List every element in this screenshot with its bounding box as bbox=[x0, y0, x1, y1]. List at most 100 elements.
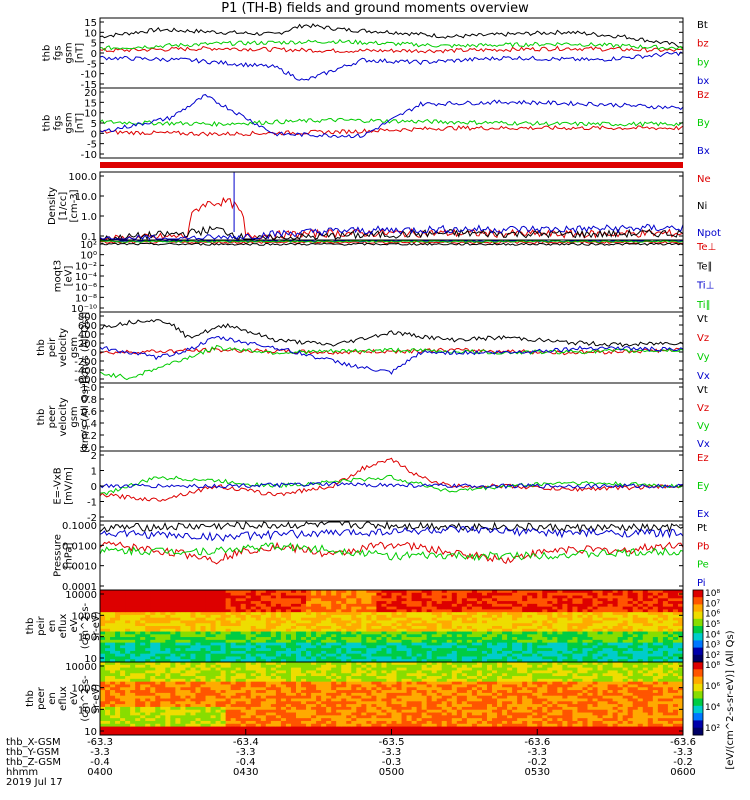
spectrogram-cell bbox=[416, 634, 423, 638]
spectrogram-cell bbox=[632, 592, 639, 597]
spectrogram-cell bbox=[617, 620, 624, 624]
spectrogram-cell bbox=[527, 603, 533, 608]
spectrogram-cell bbox=[130, 637, 136, 641]
spectrogram-cell bbox=[311, 701, 317, 705]
spectrogram-cell bbox=[652, 603, 659, 608]
spectrogram-cell bbox=[351, 590, 357, 594]
spectrogram-cell bbox=[180, 626, 186, 630]
spectrogram-cell bbox=[105, 718, 111, 722]
spectrogram-cell bbox=[210, 606, 217, 610]
spectrogram-cell bbox=[652, 650, 659, 655]
spectrogram-cell bbox=[215, 642, 222, 646]
spectrogram-cell bbox=[497, 592, 503, 597]
spectrogram-cell bbox=[351, 676, 357, 680]
spectrogram-cell bbox=[306, 673, 312, 677]
spectrogram-cell bbox=[667, 656, 674, 660]
spectrogram-cell bbox=[220, 639, 227, 644]
spectrogram-cell bbox=[145, 590, 151, 594]
spectrogram-cell bbox=[411, 720, 418, 725]
colorbar-tick-label: 10⁴ bbox=[705, 630, 720, 640]
spectrogram-cell bbox=[587, 650, 594, 655]
spectrogram-cell bbox=[527, 598, 533, 602]
spectrogram-cell bbox=[100, 645, 106, 649]
spectrogram-cell bbox=[627, 648, 634, 652]
spectrogram-cell bbox=[270, 642, 277, 646]
spectrogram-cell bbox=[446, 592, 453, 597]
spectrogram-cell bbox=[120, 590, 126, 594]
spectrogram-cell bbox=[667, 650, 674, 655]
spectrogram-cell bbox=[502, 653, 508, 657]
spectrogram-cell bbox=[270, 681, 277, 685]
spectrogram-cell bbox=[331, 617, 337, 621]
spectrogram-cell bbox=[280, 598, 287, 602]
y-tick-label: 20 bbox=[84, 88, 97, 99]
spectrogram-cell bbox=[115, 664, 121, 669]
spectrogram-cell bbox=[386, 617, 392, 621]
spectrogram-cell bbox=[632, 642, 639, 646]
spectrogram-cell bbox=[225, 678, 232, 683]
spectrogram-cell bbox=[200, 626, 207, 630]
spectrogram-cell bbox=[220, 601, 227, 605]
spectrogram-cell bbox=[537, 603, 543, 608]
spectrogram-cell bbox=[582, 609, 589, 613]
spectrogram-cell bbox=[361, 612, 367, 616]
spectrogram-cell bbox=[446, 590, 453, 594]
spectrogram-cell bbox=[537, 590, 543, 594]
spectrogram-cell bbox=[145, 631, 151, 635]
spectrogram-cell bbox=[120, 706, 126, 711]
spectrogram-cell bbox=[306, 720, 312, 725]
spectrogram-cell bbox=[326, 662, 332, 666]
spectrogram-cell bbox=[376, 667, 382, 671]
spectrogram-cell bbox=[376, 631, 382, 635]
y-tick-label: 5 bbox=[91, 39, 97, 50]
spectrogram-cell bbox=[150, 648, 156, 652]
spectrogram-cell bbox=[386, 706, 392, 711]
spectrogram-cell bbox=[416, 623, 423, 627]
spectrogram-cell bbox=[170, 673, 176, 677]
spectrogram-cell bbox=[552, 628, 558, 633]
spectrogram-cell bbox=[542, 648, 548, 652]
spectrogram-cell bbox=[356, 612, 362, 616]
spectrogram-cell bbox=[652, 598, 659, 602]
spectrogram-cell bbox=[260, 620, 267, 624]
spectrogram-cell bbox=[351, 606, 357, 610]
spectrogram-cell bbox=[175, 631, 181, 635]
spectrogram-cell bbox=[245, 678, 252, 683]
spectrogram-cell bbox=[195, 673, 202, 677]
spectrogram-cell bbox=[341, 676, 347, 680]
spectrogram-cell bbox=[617, 592, 624, 597]
spectrogram-cell bbox=[441, 592, 448, 597]
spectrogram-cell bbox=[351, 609, 357, 613]
spectrogram-cell bbox=[301, 718, 307, 722]
spectrogram-cell bbox=[306, 590, 312, 594]
spectrogram-cell bbox=[371, 631, 377, 635]
spectrogram-cell bbox=[331, 620, 337, 624]
spectrogram-cell bbox=[321, 634, 327, 638]
spectrogram-cell bbox=[140, 690, 146, 694]
spectrogram-cell bbox=[285, 673, 292, 677]
spectrogram-cell bbox=[260, 598, 267, 602]
spectrogram-cell bbox=[572, 606, 578, 610]
spectrogram-cell bbox=[547, 626, 553, 630]
spectrogram-cell bbox=[577, 639, 583, 644]
spectrogram-cell bbox=[270, 626, 277, 630]
spectrogram-cell bbox=[416, 598, 423, 602]
spectrogram-cell bbox=[562, 617, 568, 621]
spectrogram-cell bbox=[436, 603, 443, 608]
spectrogram-cell bbox=[451, 639, 458, 644]
spectrogram-cell bbox=[416, 667, 423, 671]
spectrogram-cell bbox=[647, 637, 654, 641]
spectrogram-cell bbox=[321, 592, 327, 597]
spectrogram-cell bbox=[326, 603, 332, 608]
spectrogram-cell bbox=[411, 690, 418, 694]
spectrogram-cell bbox=[336, 681, 342, 685]
spectrogram-cell bbox=[180, 698, 186, 702]
spectrogram-cell bbox=[195, 667, 202, 671]
spectrogram-cell bbox=[200, 709, 207, 714]
spectrogram-cell bbox=[647, 614, 654, 619]
spectrogram-cell bbox=[125, 662, 131, 666]
spectrogram-cell bbox=[386, 592, 392, 597]
spectrogram-cell bbox=[105, 617, 111, 621]
spectrogram-cell bbox=[512, 609, 518, 613]
spectrogram-cell bbox=[210, 631, 217, 635]
